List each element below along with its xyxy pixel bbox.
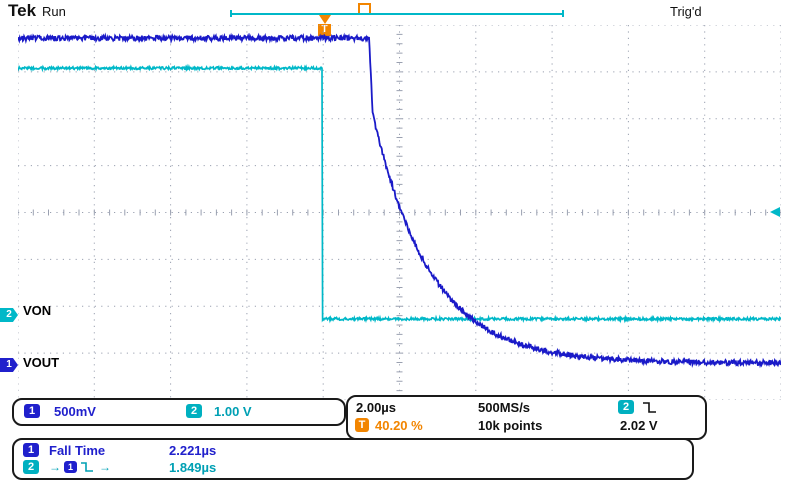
ch1-waveform-label: VOUT xyxy=(23,355,60,370)
ch1-waveform-trace xyxy=(18,32,781,369)
trigger-level-readout: 2.02 V xyxy=(620,418,658,433)
measurement1-name: Fall Time xyxy=(49,443,106,458)
ch2-badge: 2 xyxy=(186,404,202,418)
channel-scale-readout-box: 1 500mV 2 1.00 V xyxy=(12,398,346,426)
sample-rate-readout: 500MS/s xyxy=(478,400,531,415)
trigger-level-arrow-icon xyxy=(770,207,780,217)
record-view-bar xyxy=(230,13,564,15)
record-length-readout: 10k points xyxy=(478,418,543,433)
trigger-position-arrow-icon xyxy=(319,15,331,24)
ch1-scale-readout: 500mV xyxy=(54,404,96,419)
trigger-position-readout: 40.20 % xyxy=(375,418,423,433)
trigger-source-badge: 2 xyxy=(618,400,634,414)
record-view-left-tick xyxy=(230,10,232,17)
record-view-right-tick xyxy=(562,10,564,17)
tek-logo: Tek xyxy=(8,1,37,20)
measurement2-value: 1.849µs xyxy=(169,460,217,475)
measurement1-value: 2.221µs xyxy=(169,443,217,458)
acquisition-status: Run xyxy=(42,4,66,19)
delay-target-channel-badge: 1 xyxy=(64,461,77,473)
trigger-falling-edge-icon xyxy=(643,402,656,413)
trigger-position-badge: T xyxy=(355,418,369,432)
ch2-waveform-label: VON xyxy=(23,303,52,318)
horizontal-trigger-readout-box: 2.00µs 500MS/s 2 T 40.20 % 10k points 2.… xyxy=(346,395,707,440)
ch2-scale-readout: 1.00 V xyxy=(214,404,252,419)
trigger-position-window-icon xyxy=(358,3,371,13)
measurement2-delay-icon-group: → 1 → xyxy=(49,460,111,474)
delay-falling-edge-icon xyxy=(81,462,93,472)
measurement1-channel-badge: 1 xyxy=(23,443,39,457)
ch1-badge: 1 xyxy=(24,404,40,418)
graticule xyxy=(18,25,781,400)
timebase-readout: 2.00µs xyxy=(356,400,397,415)
center-axis-ticks xyxy=(18,25,781,400)
measurement-readout-box: 1 Fall Time 2.221µs 2 → 1 → 1.849µs xyxy=(12,438,694,480)
trigger-status: Trig'd xyxy=(670,4,702,19)
delay-arrow-icon: → xyxy=(49,460,61,474)
ch2-waveform-trace xyxy=(18,63,781,324)
measurement2-channel-badge: 2 xyxy=(23,460,39,474)
trigger-point-badge: T xyxy=(318,24,331,36)
ch2-ground-marker-icon: 2 xyxy=(0,308,18,322)
delay-arrow-icon-2: → xyxy=(99,460,111,474)
ch1-ground-marker-icon: 1 xyxy=(0,358,18,372)
